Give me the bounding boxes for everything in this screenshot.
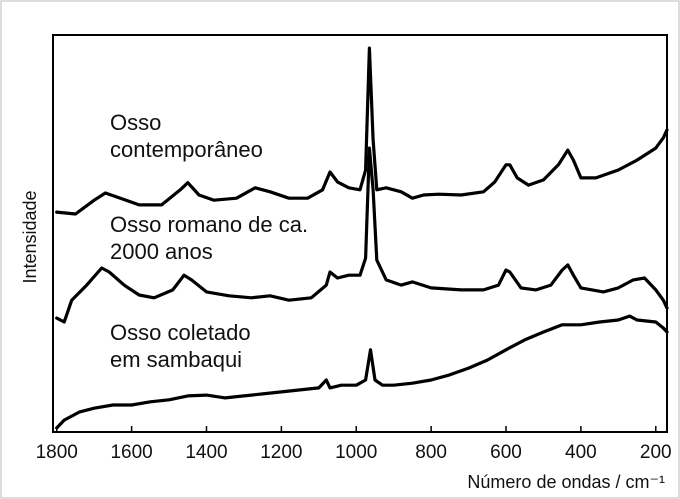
x-tick-label: 600 (490, 442, 522, 463)
x-tick-label: 800 (415, 442, 447, 463)
spectrum-line (55, 146, 669, 324)
plot-area (52, 34, 668, 433)
x-tick-label: 1400 (185, 442, 227, 463)
x-tick-label: 1000 (335, 442, 377, 463)
annotation: Osso (110, 110, 161, 135)
annotation: Osso romano de ca. (110, 212, 308, 237)
spectrum-line (55, 314, 669, 430)
x-tick-label: 400 (565, 442, 597, 463)
x-tick-label: 1800 (36, 442, 78, 463)
annotation: Osso coletado (110, 320, 251, 345)
x-tick-label: 200 (640, 442, 672, 463)
spectrum-line (55, 46, 669, 216)
y-axis-label: Intensidade (20, 190, 40, 283)
annotation: em sambaqui (110, 347, 242, 372)
x-tick-label: 1600 (110, 442, 152, 463)
annotation: contemporâneo (110, 137, 263, 162)
annotation: 2000 anos (110, 239, 213, 264)
x-tick-label: 1200 (260, 442, 302, 463)
x-axis-label: Número de ondas / cm⁻¹ (467, 472, 665, 492)
